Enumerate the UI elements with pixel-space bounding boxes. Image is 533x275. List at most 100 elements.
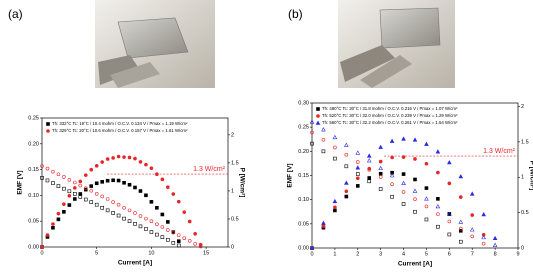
marker — [62, 186, 66, 191]
y2-tick-label: 1 — [521, 175, 524, 181]
marker — [67, 189, 72, 194]
marker — [424, 217, 429, 222]
legend-marker — [46, 122, 50, 126]
marker — [321, 149, 326, 154]
marker — [447, 159, 452, 165]
marker — [94, 164, 99, 168]
marker — [100, 180, 104, 184]
y2-axis-title: P [W/cm²] — [528, 161, 533, 191]
marker — [458, 219, 464, 224]
marker — [321, 127, 326, 132]
marker — [344, 142, 349, 147]
x-tick-label: 5 — [425, 251, 428, 257]
marker — [458, 174, 464, 179]
y2-tick-label: 0.5 — [231, 216, 239, 222]
marker — [144, 193, 148, 198]
marker — [389, 138, 395, 143]
marker — [138, 214, 143, 218]
legend-label: Th: 480°C Tc: 30°C / 31.8 mohm / O.C.V. … — [322, 106, 458, 111]
marker — [469, 191, 475, 196]
photo-b — [338, 0, 455, 88]
marker — [470, 234, 475, 239]
marker — [355, 172, 360, 176]
marker — [122, 180, 126, 185]
marker — [40, 164, 44, 168]
marker — [40, 176, 44, 180]
marker — [492, 235, 498, 241]
marker — [458, 226, 463, 231]
y-tick-label: 0.05 — [28, 219, 39, 225]
marker — [67, 178, 72, 182]
marker — [62, 175, 66, 179]
x-tick-label: 8 — [494, 251, 497, 257]
y-tick-label: 0.10 — [298, 197, 309, 203]
marker — [51, 181, 55, 185]
marker — [344, 180, 349, 185]
marker — [111, 156, 115, 160]
marker — [51, 225, 55, 230]
legend-label: Th: 332°C Tc: 19°C / 10.4 mohm / O.C.V. … — [52, 121, 188, 126]
marker — [413, 157, 417, 161]
marker — [344, 152, 349, 157]
marker — [333, 145, 337, 150]
marker — [56, 172, 61, 177]
marker — [100, 205, 104, 210]
marker — [122, 205, 126, 210]
x-tick-label: 9 — [516, 251, 519, 257]
marker — [78, 195, 83, 199]
marker — [366, 153, 372, 158]
marker — [481, 211, 486, 217]
marker — [45, 178, 50, 183]
marker — [144, 216, 148, 221]
marker — [144, 162, 148, 167]
marker — [166, 185, 170, 190]
marker — [367, 166, 372, 171]
marker — [355, 165, 361, 170]
marker — [138, 189, 143, 193]
marker — [390, 155, 394, 160]
marker — [133, 185, 137, 190]
y-tick-label: 0.25 — [298, 125, 309, 131]
x-tick-label: 4 — [402, 251, 405, 257]
marker — [127, 208, 132, 213]
y2-axis-title: P [W/cm²] — [238, 168, 245, 198]
marker — [309, 245, 315, 250]
marker — [149, 200, 154, 204]
marker — [171, 230, 176, 235]
marker — [309, 119, 315, 124]
marker — [436, 170, 440, 175]
marker — [333, 208, 337, 213]
marker — [481, 241, 486, 246]
marker — [424, 204, 429, 209]
x-tick-label: 6 — [448, 251, 451, 257]
marker — [45, 166, 50, 171]
marker — [105, 208, 110, 213]
y-tick-label: 0.15 — [298, 173, 309, 179]
x-tick-label: 0 — [40, 250, 43, 256]
y2-tick-label: 1.5 — [521, 139, 529, 145]
marker — [355, 176, 360, 181]
y2-tick-label: 0.5 — [521, 210, 529, 216]
x-axis-title: Current [A] — [118, 260, 152, 267]
marker — [67, 193, 72, 198]
marker — [116, 154, 121, 159]
marker — [470, 213, 475, 217]
marker — [105, 157, 110, 161]
marker — [111, 200, 115, 204]
marker — [45, 233, 50, 237]
marker — [73, 180, 77, 185]
marker — [105, 197, 110, 201]
annotation-label: 1.3 W/cm² — [193, 166, 226, 173]
photo-a — [95, 0, 215, 88]
marker — [390, 194, 394, 199]
x-tick-label: 7 — [471, 251, 474, 257]
marker — [436, 197, 440, 201]
marker — [198, 242, 203, 247]
marker — [378, 171, 383, 176]
marker — [122, 216, 126, 221]
marker — [116, 213, 121, 218]
x-tick-label: 3 — [379, 251, 382, 257]
marker — [436, 224, 440, 229]
marker — [94, 202, 99, 207]
